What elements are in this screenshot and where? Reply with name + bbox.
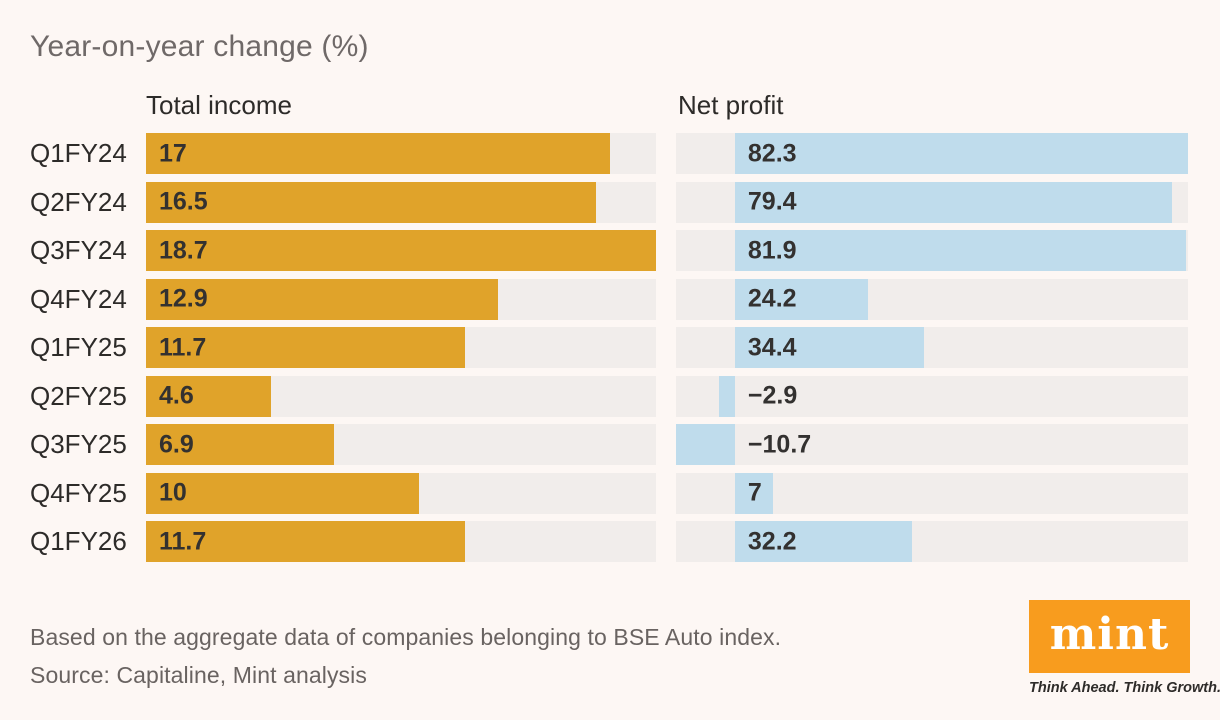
net-profit-value: 32.2 <box>747 527 797 555</box>
row-label: Q1FY25 <box>30 332 127 362</box>
total-income-bar <box>146 230 656 271</box>
row-label: Q4FY24 <box>30 283 127 314</box>
total-income-bar <box>146 521 466 562</box>
net-profit-track: 81.9 <box>676 230 1188 271</box>
net-profit-value: 34.4 <box>747 333 797 361</box>
row-label: Q3FY24 <box>30 235 127 265</box>
net-profit-bar <box>734 472 774 514</box>
chart-row: Q1FY25 11.7 34.4 <box>30 327 1188 368</box>
row-label: Q4FY25 <box>30 477 127 508</box>
mint-logo: mint Think Ahead. Think Growth. <box>1029 600 1220 696</box>
row-label: Q3FY25 <box>30 429 127 459</box>
net-profit-value: 24.2 <box>747 284 797 313</box>
chart-row: Q2FY25 4.6 −2.9 <box>30 375 1188 417</box>
column-header-net-profit: Net profit <box>678 90 784 120</box>
chart-title: Year-on-year change (%) <box>30 30 369 63</box>
net-profit-track: 32.2 <box>676 521 1188 562</box>
total-income-value: 18.7 <box>159 236 208 264</box>
footer-source: Source: Capitaline, Mint analysis <box>30 662 367 688</box>
column-header-total-income: Total income <box>146 90 292 120</box>
net-profit-value: −2.9 <box>747 381 798 410</box>
total-income-value: 4.6 <box>159 381 194 410</box>
net-profit-bar <box>734 278 869 320</box>
total-income-value: 11.7 <box>159 333 207 361</box>
total-income-bar <box>146 181 596 223</box>
net-profit-track: 34.4 <box>676 327 1188 368</box>
total-income-value: 12.9 <box>159 284 208 313</box>
net-profit-track: 82.3 <box>676 133 1188 174</box>
chart-row: Q1FY24 17 82.3 <box>30 133 1188 174</box>
net-profit-bar <box>734 181 1173 223</box>
net-profit-track: 7 <box>676 472 1188 514</box>
total-income-track: 11.7 <box>146 521 656 562</box>
mint-logo-wordmark: mint <box>1049 608 1170 660</box>
chart-row: Q3FY24 18.7 81.9 <box>30 230 1188 271</box>
mint-logo-box: mint <box>1029 600 1190 673</box>
net-profit-track: 79.4 <box>676 181 1188 223</box>
net-profit-bar <box>718 375 735 417</box>
total-income-bar <box>146 375 272 417</box>
chart-row: Q1FY26 11.7 32.2 <box>30 521 1188 562</box>
net-profit-value: 7 <box>747 478 762 507</box>
row-label: Q1FY24 <box>30 138 127 168</box>
row-label: Q2FY25 <box>30 380 127 411</box>
net-profit-bar <box>676 424 735 465</box>
chart-row: Q4FY24 12.9 24.2 <box>30 278 1188 320</box>
row-label: Q2FY24 <box>30 186 127 217</box>
total-income-track: 18.7 <box>146 230 656 271</box>
net-profit-bar <box>734 133 1188 174</box>
net-profit-bar <box>734 521 913 562</box>
net-profit-value: 79.4 <box>747 187 797 216</box>
chart-rows: Q1FY24 17 82.3 Q2FY24 16.5 79.4 Q3FY24 18.7 81.9… <box>30 133 1188 562</box>
net-profit-value: −10.7 <box>747 430 812 458</box>
net-profit-value: 82.3 <box>747 139 797 167</box>
total-income-value: 16.5 <box>159 187 208 216</box>
total-income-bar <box>146 424 335 465</box>
total-income-track: 11.7 <box>146 327 656 368</box>
total-income-track: 10 <box>146 472 656 514</box>
footer-note: Based on the aggregate data of companies… <box>30 624 782 650</box>
net-profit-track: 24.2 <box>676 278 1188 320</box>
total-income-bar <box>146 133 610 174</box>
total-income-value: 11.7 <box>159 527 207 555</box>
total-income-bar <box>146 472 419 514</box>
total-income-track: 6.9 <box>146 424 656 465</box>
total-income-track: 4.6 <box>146 375 656 417</box>
net-profit-track: −2.9 <box>676 375 1188 417</box>
net-profit-bar <box>734 230 1186 271</box>
total-income-value: 17 <box>159 139 187 167</box>
total-income-value: 6.9 <box>159 430 194 458</box>
net-profit-value: 81.9 <box>747 236 797 264</box>
total-income-track: 12.9 <box>146 278 656 320</box>
mint-logo-tagline: Think Ahead. Think Growth. <box>1029 680 1220 696</box>
chart-row: Q4FY25 10 7 <box>30 472 1188 514</box>
total-income-value: 10 <box>159 478 187 507</box>
total-income-bar <box>146 278 498 320</box>
net-profit-bar <box>734 327 925 368</box>
total-income-track: 17 <box>146 133 656 174</box>
row-label: Q1FY26 <box>30 526 127 556</box>
total-income-track: 16.5 <box>146 181 656 223</box>
net-profit-track: −10.7 <box>676 424 1188 465</box>
chart-row: Q2FY24 16.5 79.4 <box>30 181 1188 223</box>
total-income-bar <box>146 327 466 368</box>
chart-row: Q3FY25 6.9 −10.7 <box>30 424 1188 465</box>
